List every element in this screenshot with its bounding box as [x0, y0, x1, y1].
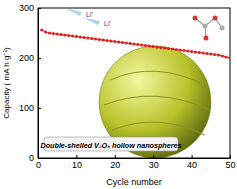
atom: [213, 16, 218, 21]
y-tick-label: 100: [19, 103, 34, 113]
x-tick-label: 50: [225, 160, 235, 170]
point: [132, 42, 135, 45]
point: [121, 41, 124, 44]
atom: [193, 16, 198, 21]
point: [159, 46, 162, 49]
ion-label: Li⁺: [86, 11, 94, 18]
point: [113, 40, 116, 43]
atom: [204, 36, 209, 41]
point: [82, 36, 85, 39]
x-tick-label: 20: [110, 160, 120, 170]
point: [129, 42, 132, 45]
point: [144, 44, 147, 47]
point: [125, 41, 128, 44]
point: [213, 53, 216, 56]
x-axis: 0 10 20 30 40 50: [36, 155, 236, 170]
y-tick-label: 300: [19, 3, 34, 13]
point: [178, 48, 181, 51]
point: [98, 38, 101, 41]
y-axis-title: Capacity ( mA h g⁻¹): [2, 47, 11, 119]
x-tick: 10: [72, 155, 82, 170]
point: [102, 38, 105, 41]
x-tick-label: 10: [72, 160, 82, 170]
point: [205, 52, 208, 55]
point: [75, 35, 78, 38]
point: [171, 47, 174, 50]
point: [221, 54, 224, 57]
x-tick-label: 30: [149, 160, 159, 170]
point: [152, 45, 155, 48]
y-tick-label: 200: [19, 53, 34, 63]
point: [228, 56, 230, 59]
x-tick-label: 0: [36, 160, 41, 170]
x-tick: 40: [187, 155, 197, 170]
point: [117, 40, 120, 43]
atom: [220, 26, 225, 31]
point: [56, 32, 59, 35]
point: [44, 30, 47, 33]
point: [167, 47, 170, 50]
point: [163, 46, 166, 49]
point: [59, 33, 62, 36]
point: [52, 32, 55, 35]
point: [90, 37, 93, 40]
plot-frame: [38, 8, 230, 158]
point: [198, 51, 201, 54]
point: [94, 37, 97, 40]
point: [48, 31, 51, 34]
shell-texture: [104, 71, 210, 135]
point: [182, 49, 185, 52]
point: [71, 34, 74, 37]
point: [225, 55, 228, 58]
chart: 0 10 20 30 40 50 0 100 200 300 Cycle number Capacit…: [0, 0, 237, 189]
point: [109, 39, 112, 42]
x-axis-title: Cycle number: [106, 177, 162, 187]
atom: [203, 24, 208, 29]
series-line: [42, 30, 230, 58]
molecule-icon: [193, 16, 225, 41]
annotation: Double-shelled V₂O₅ hollow nanospheres: [41, 141, 182, 150]
point: [67, 34, 70, 37]
point: [79, 35, 82, 38]
point: [140, 43, 143, 46]
point: [175, 48, 178, 51]
ion-trail: [64, 8, 82, 16]
point: [202, 51, 205, 54]
x-tick: 30: [149, 155, 159, 170]
x-tick: 20: [110, 155, 120, 170]
point: [186, 49, 189, 52]
ion-trail: [82, 17, 100, 25]
ion-label: Li⁺: [104, 20, 112, 27]
point: [209, 52, 212, 55]
point: [40, 28, 43, 31]
point: [63, 33, 66, 36]
point: [155, 45, 158, 48]
label-box: Double-shelled V₂O₅ hollow nanospheres: [41, 137, 182, 151]
plot-area: [40, 28, 230, 59]
y-tick-label: 0: [29, 153, 34, 163]
point: [86, 36, 89, 39]
point: [190, 50, 193, 53]
point: [136, 43, 139, 46]
point: [148, 44, 151, 47]
point: [217, 53, 220, 56]
point: [194, 50, 197, 53]
x-tick-label: 40: [187, 160, 197, 170]
point: [106, 39, 109, 42]
